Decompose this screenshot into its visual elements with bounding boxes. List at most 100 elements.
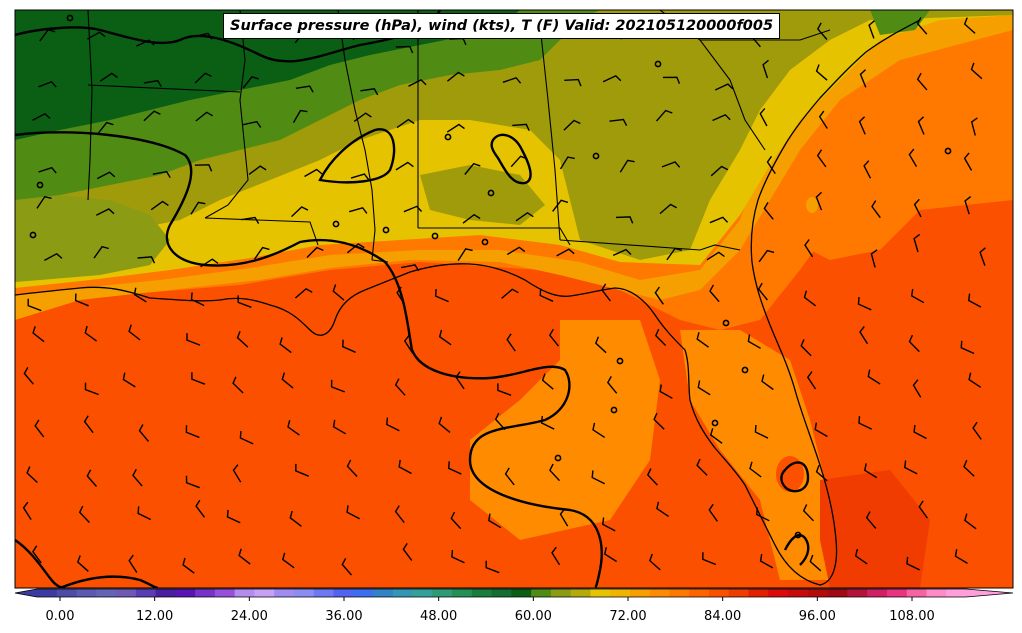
calm-station-circle [722,319,730,327]
wind-barb [865,511,877,529]
colorbar-segment [353,589,374,597]
wind-barb [863,160,872,179]
wind-barb [76,555,89,572]
colorbar-tick-label: 108.00 [889,609,935,624]
wind-barb [502,76,522,84]
temperature-zone-ne-green [870,10,930,35]
wind-barb [38,80,57,88]
wind-barb [602,517,616,532]
wind-barb [32,545,42,564]
colorbar-tick-label: 24.00 [231,609,268,624]
wind-barb [22,501,32,520]
calm-station-circle [444,133,452,141]
wind-barb [395,45,414,54]
colorbar-tick-label: 12.00 [136,609,173,624]
wind-barb [194,32,213,40]
wind-barb [802,504,815,522]
wind-barb [494,412,506,431]
wind-barb [457,248,473,261]
wind-barb [661,161,681,168]
wind-barb [763,202,774,220]
isobars [15,10,810,588]
wind-barb [394,505,405,524]
temperature-zone-texas [15,195,170,282]
wind-barb [332,419,347,435]
colorbar-tick-label: 72.00 [609,609,646,624]
colorbar-segment [827,589,848,597]
wind-barb [963,459,975,477]
wind-barb [488,513,502,529]
wind-barb [659,203,678,215]
wind-barb [450,511,462,530]
coastline [15,19,921,586]
wind-barb [279,337,292,354]
wind-barb [194,164,213,172]
wind-barb [346,459,358,477]
wind-barb [306,246,324,258]
colorbar-segment [452,589,473,597]
wind-barb [23,367,34,385]
wind-barb [654,328,667,346]
colorbar-segment [76,589,97,597]
wind-barb [559,156,575,170]
colorbar-segment [669,589,690,597]
wind-barb [964,513,977,530]
wind-barb [857,297,872,311]
colorbar-ticks: 0.00 12.00 24.00 36.00 48.00 60.00 72.00 84.00 9… [46,597,935,624]
wind-barb [242,75,259,89]
colorbar-segment [96,589,117,597]
wind-barb [190,292,205,307]
wind-barb [185,425,200,439]
colorbar-segment [175,589,196,597]
wind-barb [122,372,136,388]
wind-barb [662,76,681,85]
wind-barb [194,72,212,84]
calm-station-circle [711,419,719,427]
wind-barb [858,116,866,135]
wind-barb [970,117,978,136]
wind-barb [438,416,451,433]
wind-barb [342,339,356,353]
wind-barb [564,78,582,87]
wind-barb [32,326,45,343]
wind-barb [401,264,420,272]
wind-barb [559,508,569,527]
wind-barb [93,245,109,259]
colorbar-segment [590,589,611,597]
wind-barb [84,382,99,396]
colorbar-segment [116,589,137,597]
wind-barb [602,75,622,83]
wind-barb [136,39,155,47]
wind-barb [968,372,982,388]
wind-barb [396,286,406,305]
temperature-zone-gulf-light [470,320,660,540]
wind-barb [510,155,528,168]
wind-barb [859,325,869,345]
colorbar-segment [195,589,216,597]
wind-barb [78,505,90,523]
wind-barb [747,334,761,349]
wind-barb [858,416,872,430]
wind-barb [226,509,241,524]
colorbar-segment [234,589,255,597]
wind-barb [696,458,708,476]
wind-barb [816,149,827,168]
wind-barb [539,288,554,302]
wind-barb [185,475,200,489]
wind-barb [815,64,828,81]
colorbar-segment [432,589,453,597]
wind-barb [908,148,918,167]
colorbar-segment [649,589,671,597]
colorbar-extend-min [15,589,37,597]
colorbar [14,588,1014,598]
wind-barb [464,162,481,175]
wind-barb [86,469,98,487]
wind-barb [766,155,776,174]
wind-barb [960,340,975,355]
map-title: Surface pressure (hPa), wind (kts), T (F… [223,13,781,39]
colorbar-segment [511,589,532,597]
wind-barb [287,420,300,436]
wind-barb [762,59,769,79]
wind-barb [970,62,983,80]
wind-barb [552,199,569,212]
